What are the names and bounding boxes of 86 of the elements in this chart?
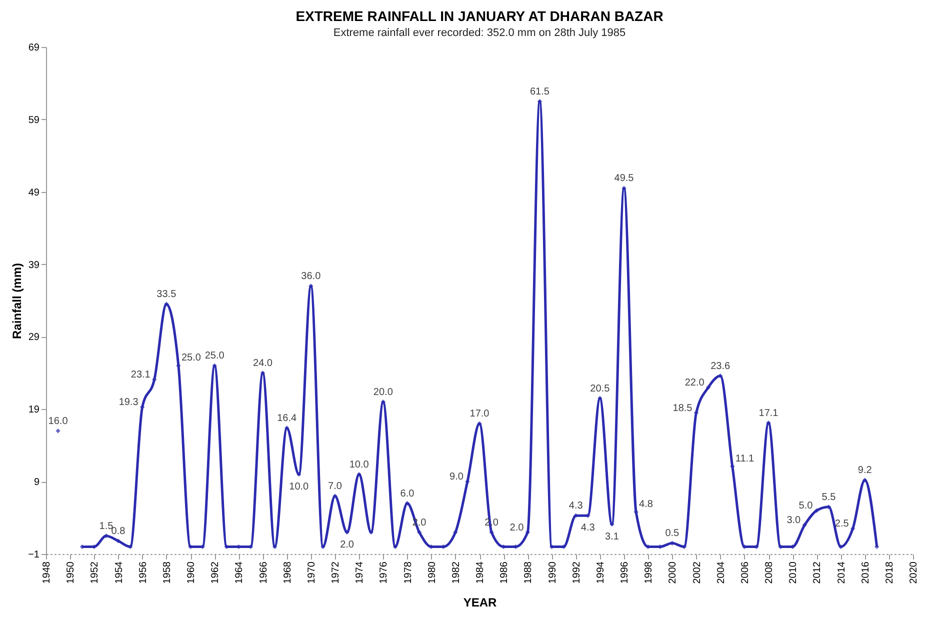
x-tick-label: 1978 bbox=[402, 561, 414, 584]
x-tick-label: 1982 bbox=[450, 561, 462, 584]
data-label: 20.5 bbox=[590, 383, 610, 394]
x-tick-label: 1966 bbox=[258, 561, 270, 584]
data-label: 23.1 bbox=[130, 369, 151, 380]
y-tick-label: 69 bbox=[28, 42, 40, 54]
x-tick-label: 1956 bbox=[138, 561, 149, 584]
y-tick-label: 49 bbox=[28, 187, 40, 198]
x-axis-title: YEAR bbox=[463, 596, 497, 610]
x-tick-label: 1958 bbox=[162, 561, 173, 584]
x-tick-label: 1950 bbox=[66, 561, 77, 584]
data-label: 2.0 bbox=[340, 539, 354, 550]
y-tick-label: 9 bbox=[34, 477, 40, 488]
data-label: 2.5 bbox=[834, 518, 850, 530]
data-label: 10.0 bbox=[349, 459, 370, 470]
data-label: 33.5 bbox=[156, 289, 177, 300]
chart-title: EXTREME RAINFALL IN JANUARY AT DHARAN BAZAR bbox=[296, 8, 664, 24]
x-tick-label: 1994 bbox=[595, 561, 606, 584]
x-tick-label: 1990 bbox=[547, 561, 558, 584]
x-tick-label: 2008 bbox=[764, 561, 775, 584]
data-label: 24.0 bbox=[253, 358, 273, 369]
data-label: 25.0 bbox=[204, 350, 225, 362]
data-label: 23.6 bbox=[710, 360, 730, 372]
data-label: 25.0 bbox=[181, 352, 202, 364]
data-label: 0.5 bbox=[665, 528, 680, 540]
x-tick-label: 2000 bbox=[668, 561, 679, 584]
data-label: 16.0 bbox=[48, 416, 68, 427]
x-tick-label: 1998 bbox=[644, 561, 655, 584]
data-label: 9.0 bbox=[450, 472, 464, 483]
data-label: 9.2 bbox=[858, 465, 872, 476]
x-tick-label: 1970 bbox=[306, 561, 318, 584]
data-label: 3.1 bbox=[605, 531, 620, 542]
x-tick-label: 2016 bbox=[860, 561, 872, 584]
data-label: 16.4 bbox=[277, 412, 297, 424]
x-tick-label: 2010 bbox=[788, 561, 800, 584]
data-label: 4.3 bbox=[568, 500, 584, 512]
data-label: 36.0 bbox=[301, 271, 322, 282]
x-tick-label: 1962 bbox=[210, 561, 222, 584]
x-tick-label: 2012 bbox=[812, 561, 824, 584]
data-label: 5.0 bbox=[798, 500, 814, 512]
x-tick-label: 1968 bbox=[282, 561, 294, 584]
data-label: 61.5 bbox=[530, 86, 550, 98]
data-label: 6.0 bbox=[400, 488, 415, 500]
data-label: 2.0 bbox=[510, 522, 524, 534]
y-tick-label: 19 bbox=[28, 404, 40, 416]
data-label: 7.0 bbox=[328, 481, 342, 492]
x-tick-label: 1996 bbox=[620, 561, 630, 584]
x-tick-label: 1948 bbox=[42, 561, 52, 584]
x-tick-label: 1974 bbox=[354, 561, 366, 584]
y-tick-label: 29 bbox=[28, 332, 40, 344]
y-tick-label: 59 bbox=[28, 114, 40, 126]
x-tick-label: 2018 bbox=[884, 561, 896, 584]
x-tick-label: 2002 bbox=[692, 561, 703, 584]
y-axis-title: Rainfall (mm) bbox=[10, 262, 24, 340]
data-label: 5.5 bbox=[822, 492, 836, 503]
data-label: 10.0 bbox=[289, 481, 310, 492]
x-tick-label: 1986 bbox=[499, 561, 510, 584]
x-tick-label: 2014 bbox=[836, 561, 848, 584]
data-label: 18.5 bbox=[672, 402, 693, 414]
y-tick-label: −1 bbox=[28, 550, 40, 560]
data-label: 4.3 bbox=[580, 522, 596, 534]
data-label: 4.8 bbox=[639, 498, 654, 510]
x-tick-label: 1976 bbox=[378, 561, 390, 584]
data-label: 22.0 bbox=[684, 377, 705, 388]
data-label: 0.8 bbox=[111, 526, 126, 537]
x-tick-label: 1992 bbox=[571, 561, 582, 584]
data-label: 11.1 bbox=[735, 453, 755, 464]
x-tick-label: 2004 bbox=[716, 561, 727, 584]
data-label: 17.1 bbox=[758, 408, 779, 419]
x-tick-label: 1960 bbox=[186, 561, 197, 584]
data-label: 19.3 bbox=[118, 396, 139, 408]
x-tick-label: 1980 bbox=[426, 561, 438, 584]
x-tick-label: 1984 bbox=[475, 561, 486, 584]
chart-subtitle: Extreme rainfall ever recorded: 352.0 mm on 28th July 1985 bbox=[333, 27, 626, 39]
x-tick-label: 1972 bbox=[330, 561, 342, 584]
x-tick-label: 1988 bbox=[523, 561, 534, 584]
y-tick-label: 39 bbox=[28, 260, 40, 271]
x-tick-label: 1964 bbox=[234, 561, 246, 584]
x-tick-label: 1952 bbox=[90, 561, 101, 584]
data-label: 49.5 bbox=[614, 173, 634, 184]
data-label: 3.0 bbox=[786, 515, 802, 526]
data-label: 20.0 bbox=[373, 386, 394, 398]
x-tick-label: 1954 bbox=[114, 561, 125, 584]
data-label: 17.0 bbox=[470, 408, 490, 420]
x-tick-label: 2020 bbox=[908, 561, 920, 584]
x-tick-label: 2006 bbox=[740, 561, 751, 584]
